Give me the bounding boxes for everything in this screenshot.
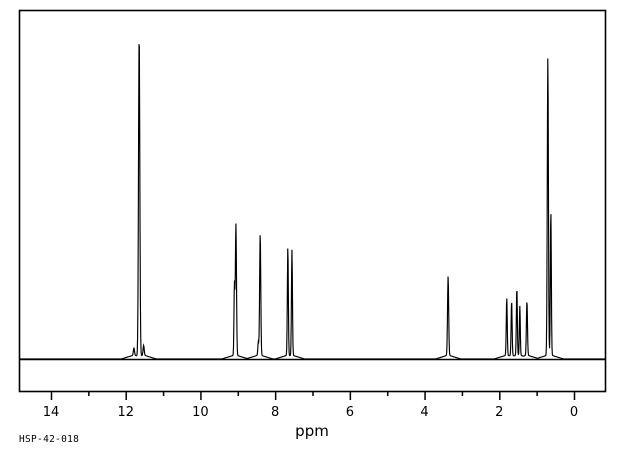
sample-label: HSP-42-018 [19,434,79,445]
axis-tick-label-0: 0 [570,405,578,420]
axis-tick-label-2: 2 [495,405,503,420]
axis-tick-label-12: 12 [117,405,134,420]
axis-tick-label-10: 10 [192,405,209,420]
axis-title-ppm: ppm [295,422,329,440]
axis-tick-label-8: 8 [271,405,279,420]
axis-tick-label-4: 4 [420,405,428,420]
axis-tick-group [50,391,576,400]
axis-tick-label-14: 14 [43,405,60,420]
nmr-trace [20,44,605,360]
axis-tick-label-group: 14 12 10 8 6 4 2 0 [43,405,578,420]
axis-tick-label-6: 6 [346,405,354,420]
